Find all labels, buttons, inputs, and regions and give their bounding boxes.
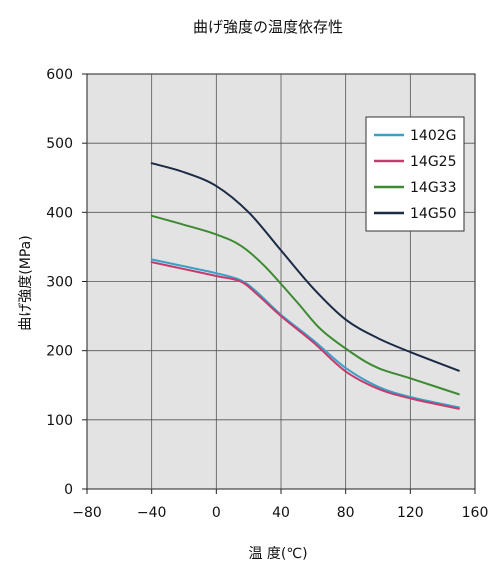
y-axis-label: 曲げ強度(MPa) xyxy=(18,235,34,330)
x-tick-label: −80 xyxy=(72,505,102,521)
y-tick-label: 200 xyxy=(46,344,73,360)
y-tick-label: 500 xyxy=(46,136,73,152)
x-tick-label: 40 xyxy=(272,505,290,521)
y-tick-label: 600 xyxy=(46,67,73,83)
legend-label-14g50: 14G50 xyxy=(410,206,456,222)
series-line-14g25 xyxy=(150,261,460,410)
grid-lines xyxy=(87,74,475,489)
x-tick-label: 160 xyxy=(462,505,489,521)
series-lines xyxy=(150,162,460,410)
x-axis-ticks: −80 −40 0 40 80 120 160 xyxy=(72,489,488,521)
y-tick-label: 0 xyxy=(64,482,73,498)
series-line-1402g xyxy=(150,258,460,409)
y-axis-ticks: 0 100 200 300 400 500 600 xyxy=(46,67,87,498)
legend: 1402G 14G25 14G33 14G50 xyxy=(365,116,465,232)
legend-label-14g33: 14G33 xyxy=(410,180,456,196)
x-axis-label: 温 度(℃) xyxy=(248,546,307,562)
x-tick-label: 120 xyxy=(397,505,424,521)
x-tick-label: 0 xyxy=(212,505,221,521)
chart-title: 曲げ強度の温度依存性 xyxy=(193,18,343,36)
series-line-14g33 xyxy=(150,214,460,396)
y-tick-label: 400 xyxy=(46,205,73,221)
y-tick-label: 300 xyxy=(46,275,73,291)
y-tick-label: 100 xyxy=(46,413,73,429)
series-line-14g50 xyxy=(150,162,460,372)
x-tick-label: 80 xyxy=(337,505,355,521)
legend-label-1402g: 1402G xyxy=(410,128,456,144)
legend-label-14g25: 14G25 xyxy=(410,154,456,170)
x-tick-label: −40 xyxy=(137,505,167,521)
